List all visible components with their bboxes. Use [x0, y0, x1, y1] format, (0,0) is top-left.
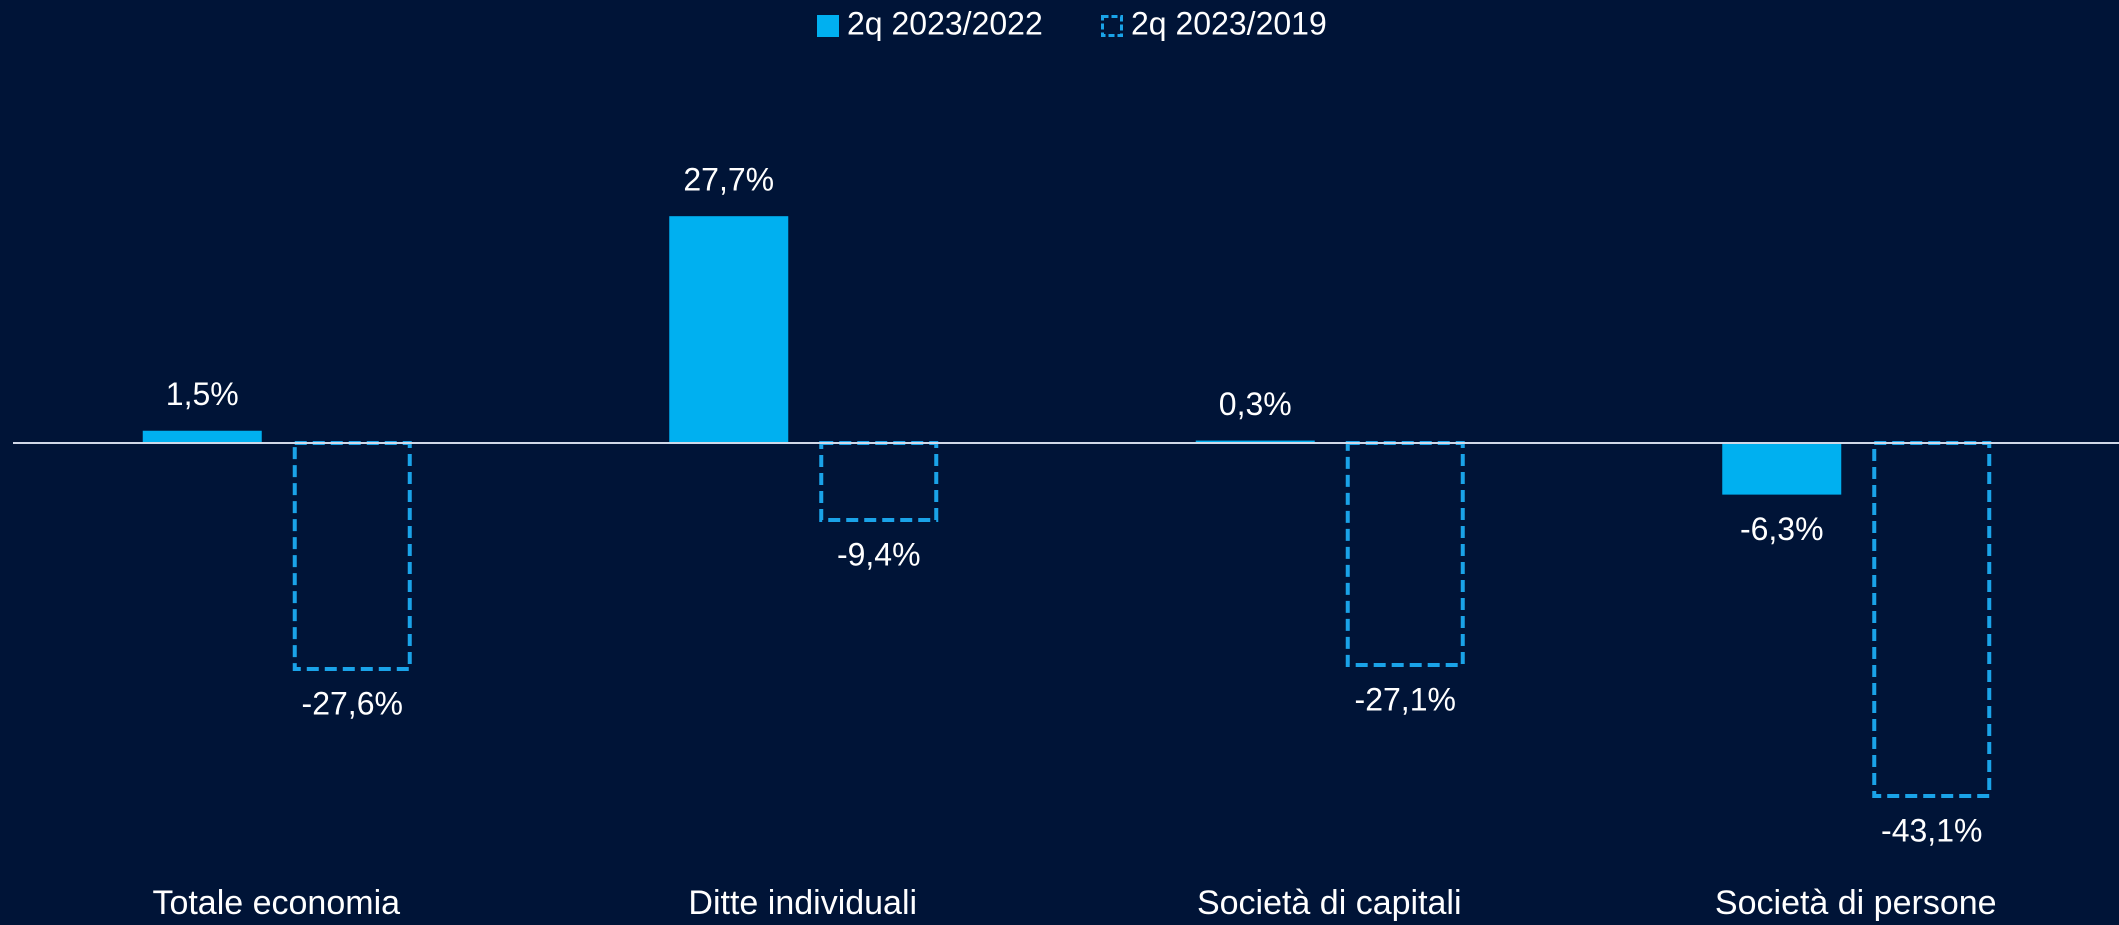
bar	[142, 430, 262, 444]
data-label: -27,6%	[302, 686, 403, 722]
data-label: -27,1%	[1355, 681, 1456, 717]
data-label: 0,3%	[1219, 386, 1292, 422]
legend-swatch	[1101, 15, 1123, 37]
x-tick-label: Ditte individuali	[688, 884, 917, 922]
data-label: 1,5%	[166, 376, 239, 412]
legend-swatch	[817, 15, 839, 37]
legend-label: 2q 2023/2022	[847, 5, 1043, 41]
data-label: -6,3%	[1740, 511, 1824, 547]
data-label: -9,4%	[837, 536, 921, 572]
legend-label: 2q 2023/2019	[1131, 5, 1327, 41]
bar	[1722, 443, 1842, 495]
data-label: -43,1%	[1881, 812, 1982, 848]
data-label: 27,7%	[683, 162, 774, 198]
bar	[669, 216, 789, 444]
x-tick-label: Totale economia	[152, 884, 400, 922]
bar	[1195, 440, 1315, 444]
x-tick-label: Società di capitali	[1197, 884, 1462, 922]
x-tick-label: Società di persone	[1715, 884, 1997, 922]
